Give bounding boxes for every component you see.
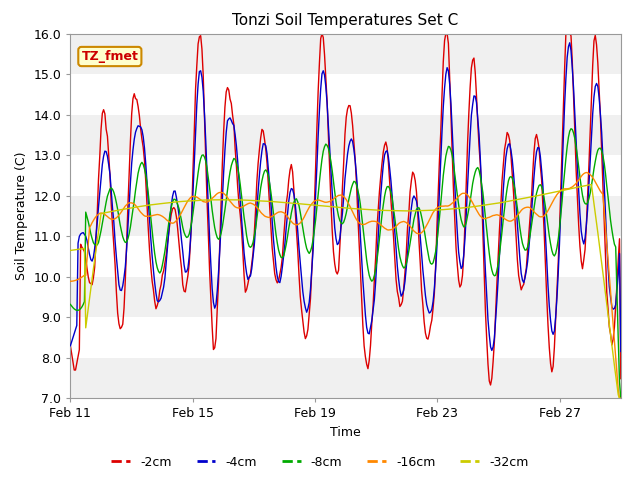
-8cm (502, 194, 509, 200)
Bar (70, 155, 621, 196)
Line: -32cm: -32cm (70, 184, 621, 398)
-4cm (449, 127, 456, 132)
-8cm (617, 396, 625, 401)
-16cm (616, 396, 623, 401)
-8cm (449, 153, 456, 158)
-32cm (617, 396, 625, 401)
-32cm (386, 208, 394, 214)
-32cm (490, 201, 498, 206)
-4cm (67, 343, 74, 348)
-16cm (571, 182, 579, 188)
-16cm (109, 216, 116, 222)
-16cm (617, 396, 625, 401)
-2cm (504, 132, 512, 138)
-2cm (318, 31, 326, 36)
Text: TZ_fmet: TZ_fmet (81, 50, 138, 63)
-4cm (572, 137, 580, 143)
-2cm (109, 224, 116, 229)
-32cm (67, 248, 74, 253)
-2cm (493, 280, 500, 286)
-4cm (386, 166, 394, 171)
-4cm (490, 336, 498, 341)
-32cm (588, 181, 595, 187)
-2cm (67, 343, 74, 348)
-16cm (582, 169, 590, 175)
Line: -16cm: -16cm (70, 172, 621, 398)
Bar (70, 317, 621, 358)
-2cm (573, 195, 581, 201)
-4cm (566, 40, 573, 46)
-32cm (449, 206, 456, 212)
-16cm (67, 278, 74, 284)
Title: Tonzi Soil Temperatures Set C: Tonzi Soil Temperatures Set C (232, 13, 459, 28)
-4cm (502, 155, 509, 160)
-4cm (617, 348, 625, 354)
-16cm (490, 213, 498, 218)
-32cm (616, 396, 623, 401)
-8cm (567, 126, 575, 132)
Legend: -2cm, -4cm, -8cm, -16cm, -32cm: -2cm, -4cm, -8cm, -16cm, -32cm (106, 451, 534, 474)
Line: -2cm: -2cm (70, 34, 621, 385)
-32cm (502, 199, 509, 204)
-2cm (387, 197, 395, 203)
-4cm (109, 205, 116, 211)
-8cm (67, 301, 74, 307)
Bar (70, 34, 621, 74)
-8cm (109, 186, 116, 192)
-16cm (502, 216, 509, 222)
Line: -8cm: -8cm (70, 129, 621, 398)
Bar (70, 74, 621, 115)
-2cm (450, 188, 458, 194)
-32cm (109, 208, 116, 214)
-16cm (449, 200, 456, 206)
-8cm (386, 186, 394, 192)
-2cm (617, 376, 625, 382)
Bar (70, 277, 621, 317)
Bar (70, 115, 621, 155)
-8cm (572, 144, 580, 150)
-2cm (486, 382, 494, 388)
Bar (70, 236, 621, 277)
-32cm (571, 185, 579, 191)
-8cm (490, 273, 498, 279)
Y-axis label: Soil Temperature (C): Soil Temperature (C) (15, 152, 28, 280)
Line: -4cm: -4cm (70, 43, 621, 351)
Bar (70, 358, 621, 398)
X-axis label: Time: Time (330, 426, 361, 439)
-16cm (386, 227, 394, 233)
Bar (70, 196, 621, 236)
